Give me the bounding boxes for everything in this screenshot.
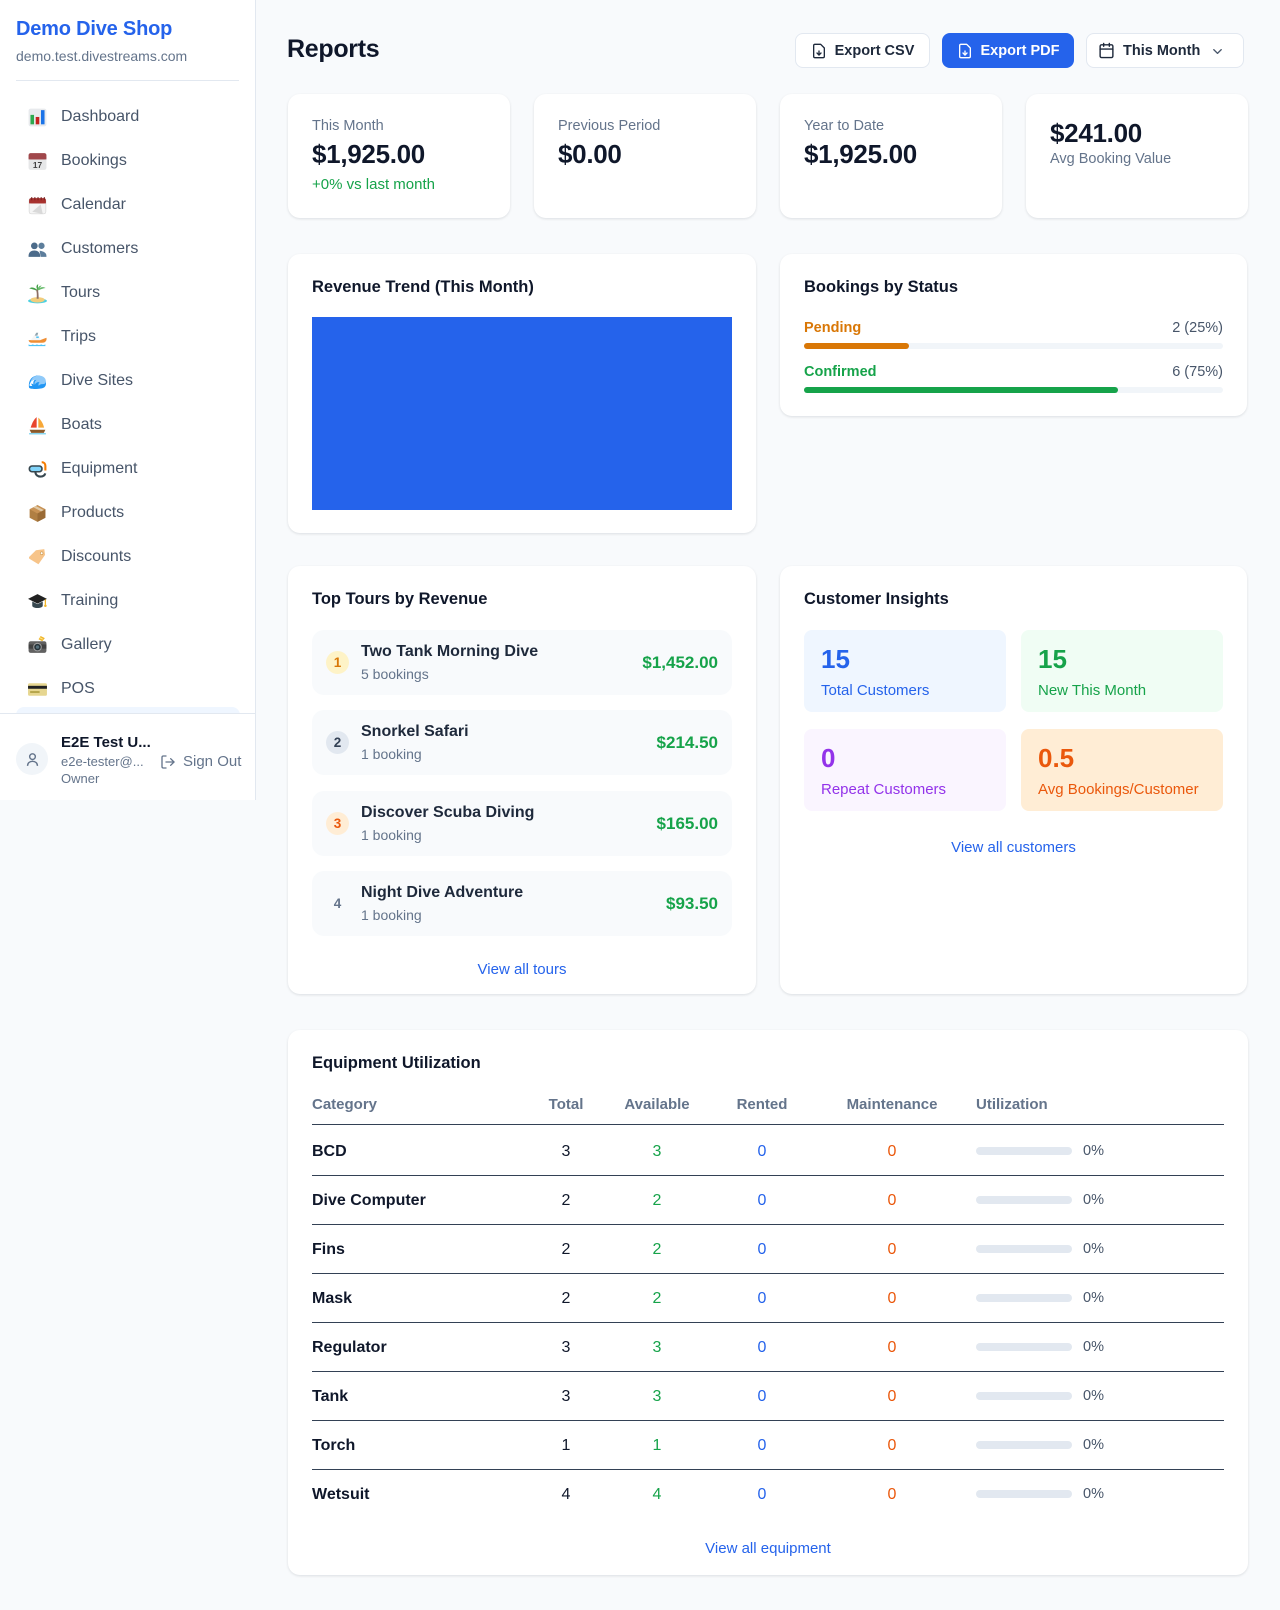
svg-text:17: 17: [33, 159, 43, 169]
